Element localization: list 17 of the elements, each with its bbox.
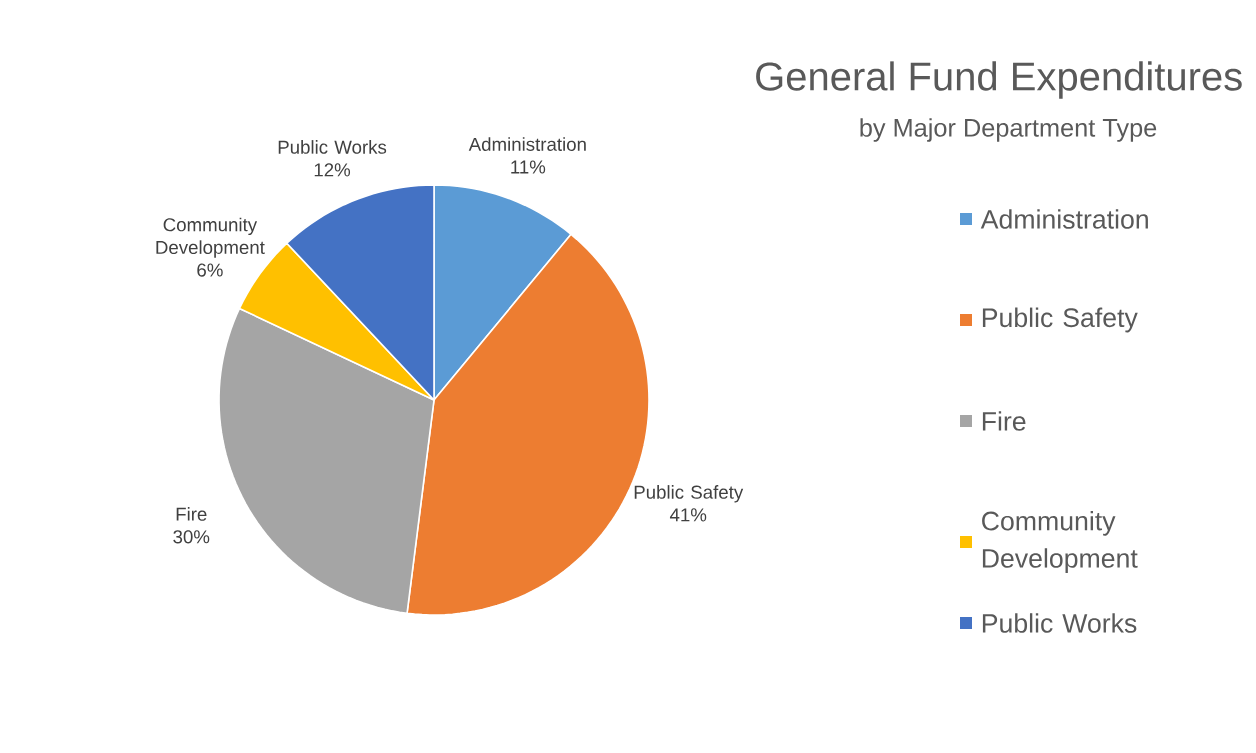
legend-label: Fire: [982, 411, 1026, 431]
data-label: 12%: [314, 163, 351, 177]
data-label: 11%: [511, 160, 546, 174]
legend-label: Public Works: [982, 613, 1137, 633]
legend-label: Public Safety: [982, 307, 1138, 333]
slice-label: Administration: [468, 137, 586, 151]
slice-label: Public Works: [278, 140, 387, 154]
slice-label: Community Development: [156, 217, 265, 258]
data-label: 6%: [197, 263, 223, 277]
data-label: 41%: [669, 508, 707, 522]
legend-label: Community Development: [982, 510, 1138, 574]
slice-label: Fire: [176, 507, 207, 521]
chart-title: General Fund Expenditures: [756, 61, 1242, 99]
data-label: 30%: [173, 530, 210, 544]
legend-label: Administration: [980, 209, 1148, 229]
slice-label: Public Safety: [634, 485, 744, 503]
chart-subtitle: by Major Department Type: [860, 118, 1157, 142]
